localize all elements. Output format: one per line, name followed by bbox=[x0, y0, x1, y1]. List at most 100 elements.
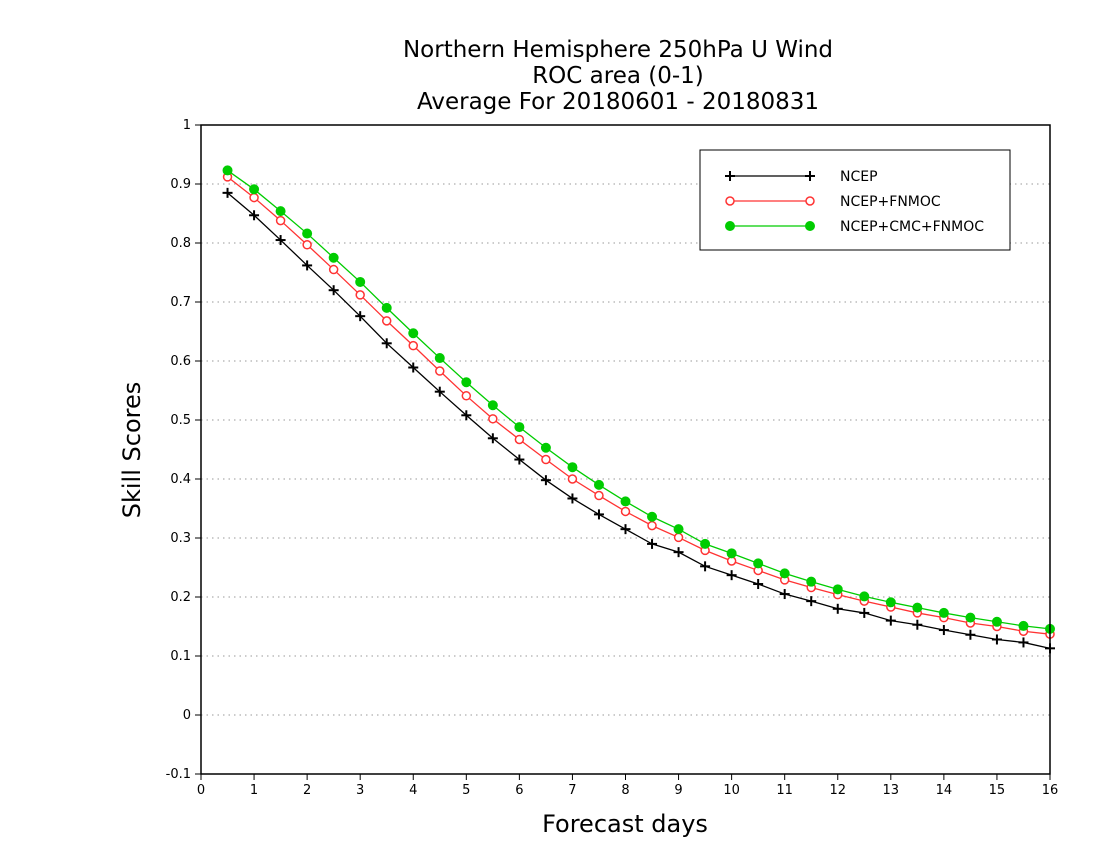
data-point bbox=[540, 442, 551, 453]
chart-title-line-3: Average For 20180601 - 20180831 bbox=[417, 89, 819, 115]
data-point bbox=[381, 302, 392, 313]
data-point bbox=[938, 607, 949, 618]
data-point bbox=[328, 252, 339, 263]
data-point bbox=[541, 454, 551, 465]
x-tick-label: 13 bbox=[883, 783, 900, 798]
legend-marker-right bbox=[805, 196, 815, 206]
data-point bbox=[355, 311, 366, 322]
data-point bbox=[620, 496, 631, 507]
data-point bbox=[806, 596, 817, 607]
chart-title-line-1: Northern Hemisphere 250hPa U Wind bbox=[403, 37, 833, 63]
axes: -0.100.10.20.30.40.50.60.70.80.910 1 2 3 4 5 6… bbox=[166, 118, 1059, 798]
legend-box bbox=[699, 149, 1011, 251]
data-point bbox=[912, 602, 923, 613]
x-tick-label: 3 bbox=[356, 783, 364, 798]
legend-item: NCEP+FNMOC bbox=[725, 194, 941, 210]
y-axis-title: Skill Scores bbox=[118, 382, 146, 519]
series-ncep-cmc-fnmoc bbox=[222, 165, 1055, 634]
data-point bbox=[302, 228, 313, 239]
x-tick-label: 0 bbox=[197, 783, 205, 798]
data-point bbox=[673, 524, 684, 535]
data-point bbox=[832, 584, 843, 595]
data-series bbox=[222, 165, 1055, 654]
data-point bbox=[355, 290, 365, 300]
data-point bbox=[1018, 620, 1029, 631]
y-tick-label: 0.9 bbox=[170, 177, 191, 192]
x-tick-label: 10 bbox=[723, 783, 740, 798]
y-tick-label: 0.3 bbox=[170, 531, 191, 546]
y-tick-label: 0.8 bbox=[170, 236, 191, 251]
y-tick-label: 1 bbox=[183, 118, 191, 133]
data-point bbox=[779, 589, 790, 600]
x-tick-label: 5 bbox=[462, 783, 470, 798]
x-tick-label: 8 bbox=[621, 783, 629, 798]
data-point bbox=[647, 511, 658, 522]
y-tick-label: 0.1 bbox=[170, 649, 191, 664]
data-point bbox=[647, 520, 657, 531]
x-tick-label: 16 bbox=[1042, 783, 1059, 798]
data-point bbox=[859, 591, 870, 602]
data-point bbox=[726, 548, 737, 559]
data-point bbox=[514, 422, 525, 433]
data-point bbox=[434, 353, 445, 364]
data-point bbox=[461, 391, 472, 401]
x-tick-label: 12 bbox=[829, 783, 846, 798]
legend-marker-left bbox=[725, 171, 735, 181]
data-point bbox=[620, 506, 631, 517]
legend-label: NCEP+CMC+FNMOC bbox=[840, 219, 984, 235]
data-point bbox=[991, 616, 1002, 627]
data-point bbox=[222, 187, 233, 198]
data-point bbox=[381, 316, 392, 326]
data-point bbox=[567, 462, 578, 473]
legend-marker-right bbox=[805, 221, 815, 231]
data-point bbox=[408, 362, 419, 373]
data-point bbox=[488, 414, 498, 424]
legend-marker-left bbox=[725, 196, 735, 206]
y-tick-label: 0.6 bbox=[170, 354, 191, 369]
data-point bbox=[514, 434, 525, 445]
chart-title-line-2: ROC area (0-1) bbox=[532, 63, 704, 89]
x-tick-label: 2 bbox=[303, 783, 311, 798]
data-point bbox=[302, 240, 312, 250]
data-point bbox=[832, 603, 843, 614]
data-point bbox=[726, 570, 737, 581]
data-point bbox=[381, 338, 392, 349]
data-point bbox=[620, 524, 631, 535]
data-point bbox=[779, 568, 790, 579]
y-tick-label: 0.5 bbox=[170, 413, 191, 428]
data-point bbox=[249, 184, 260, 195]
data-point bbox=[912, 619, 923, 630]
x-tick-label: 7 bbox=[568, 783, 576, 798]
data-point bbox=[275, 235, 286, 246]
data-point bbox=[965, 612, 976, 623]
y-tick-label: 0.2 bbox=[170, 590, 191, 605]
x-tick-label: 9 bbox=[674, 783, 682, 798]
data-point bbox=[567, 474, 578, 484]
data-point bbox=[753, 579, 764, 590]
legend-label: NCEP bbox=[840, 169, 878, 185]
legend-marker-right bbox=[805, 171, 815, 181]
data-point bbox=[461, 410, 472, 421]
y-tick-label: -0.1 bbox=[166, 767, 191, 782]
y-tick-label: 0 bbox=[183, 708, 191, 723]
plot-frame bbox=[200, 124, 1051, 775]
data-point bbox=[408, 340, 418, 351]
data-point bbox=[302, 260, 313, 271]
data-point bbox=[1018, 637, 1029, 648]
data-point bbox=[885, 615, 896, 626]
data-point bbox=[806, 576, 817, 587]
data-point bbox=[434, 386, 445, 397]
x-tick-label: 4 bbox=[409, 783, 417, 798]
x-tick-label: 14 bbox=[936, 783, 953, 798]
data-point bbox=[700, 538, 711, 549]
data-point bbox=[938, 625, 949, 636]
data-point bbox=[275, 206, 286, 217]
x-tick-label: 1 bbox=[250, 783, 258, 798]
data-point bbox=[487, 433, 498, 444]
y-tick-label: 0.4 bbox=[170, 472, 191, 487]
data-point bbox=[408, 328, 419, 339]
data-point bbox=[753, 558, 764, 569]
data-point bbox=[461, 377, 472, 388]
data-point bbox=[355, 276, 366, 287]
